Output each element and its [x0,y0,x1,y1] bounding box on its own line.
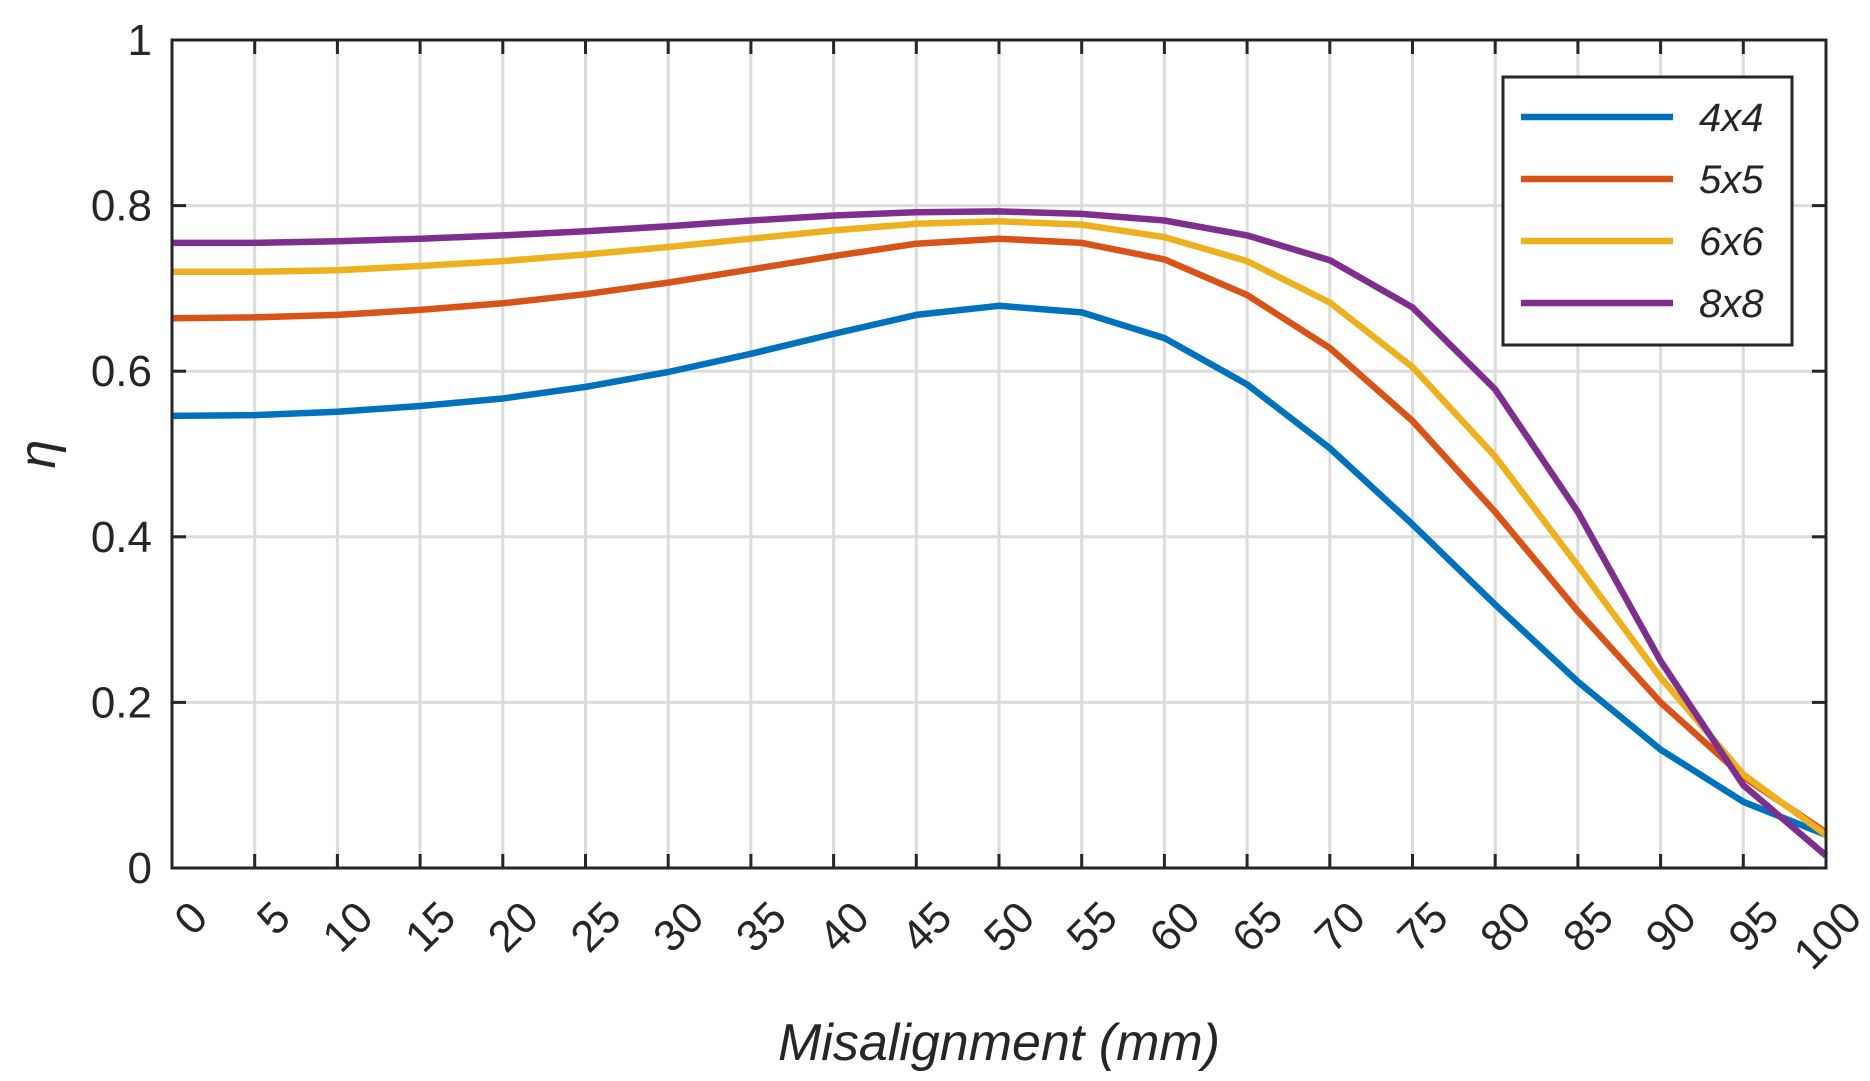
x-tick-label: 90 [1636,892,1705,961]
legend-label-5x5: 5x5 [1699,158,1764,202]
series-line-5x5 [171,235,1828,836]
y-tick-label: 0.6 [91,347,152,396]
x-tick-label: 75 [1388,892,1457,961]
y-tick-label: 0.4 [91,513,152,562]
x-tick-label: 10 [313,892,382,961]
series-line-8x8 [172,208,1829,859]
plot-frame [170,38,1828,870]
legend: 4x4 5x5 6x6 8x8 [1501,75,1794,347]
y-tick-label: 0 [128,844,152,893]
legend-label-8x8: 8x8 [1699,282,1764,326]
y-tick-label: 0.2 [91,678,152,727]
x-tick-label: 70 [1306,892,1375,961]
x-tick-label: 30 [644,892,713,961]
y-tick-label: 1 [128,16,152,65]
x-tick-label: 100 [1785,892,1870,979]
x-tick-label: 15 [396,892,465,961]
series-line-4x4 [171,302,1828,838]
data-series [171,208,1829,859]
x-tick-label: 0 [165,892,217,944]
x-tick-label: 20 [479,892,548,961]
x-tick-label: 55 [1058,892,1127,961]
x-tick-label: 60 [1140,892,1209,961]
y-axis-ticks: 0 0.2 0.4 0.6 0.8 1 [91,16,1826,893]
legend-label-4x4: 4x4 [1699,96,1764,140]
x-tick-label: 95 [1719,892,1788,961]
x-axis-title: Misalignment (mm) [778,1014,1220,1072]
x-tick-label: 50 [975,892,1044,961]
y-tick-label: 0.8 [91,182,152,231]
x-tick-label: 45 [892,892,961,961]
x-tick-label: 5 [248,892,300,944]
x-tick-label: 40 [809,892,878,961]
x-tick-label: 35 [727,892,796,961]
y-axis-title: η [9,440,67,469]
legend-label-6x6: 6x6 [1699,220,1764,264]
x-tick-label: 80 [1471,892,1540,961]
series-line-6x6 [172,218,1828,838]
x-tick-label: 25 [561,892,630,961]
x-tick-label: 65 [1223,892,1292,961]
x-tick-label: 85 [1554,892,1623,961]
